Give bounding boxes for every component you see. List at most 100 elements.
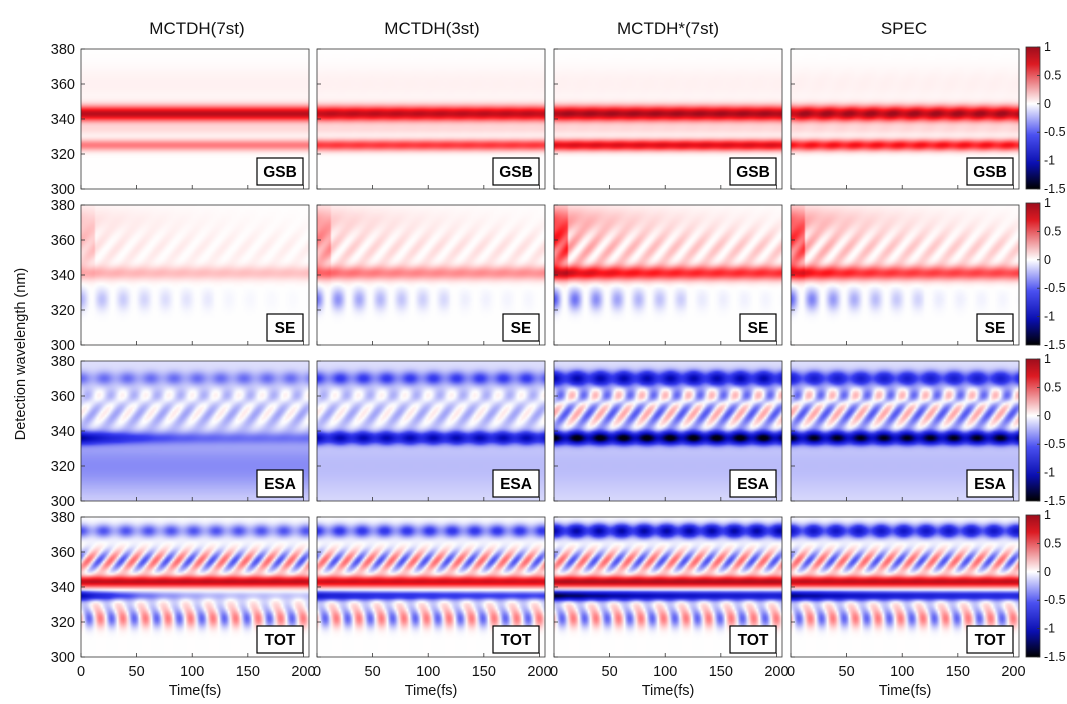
y-tick-label: 380 xyxy=(51,354,75,370)
y-axis-label: Detection wavelength (nm) xyxy=(13,268,29,440)
colorbar-tick-label: -1 xyxy=(1044,466,1055,480)
x-axis-label: Time(fs) xyxy=(169,683,222,699)
x-tick-label: 200 xyxy=(527,664,551,680)
heatmap-panel: GSB xyxy=(553,48,783,190)
panel-label-box xyxy=(966,469,1014,498)
x-tick-label: 100 xyxy=(180,664,204,680)
panel-label: ESA xyxy=(737,476,769,493)
panel-label-box xyxy=(729,157,777,186)
colorbar-tick-label: 0.5 xyxy=(1044,380,1061,394)
colorbar: 1 0.5 0 -0.5 -1 -1.5 xyxy=(1025,352,1066,508)
y-tick-label: 300 xyxy=(51,650,75,666)
colorbar-tick-label: 0.5 xyxy=(1044,224,1061,238)
panel-label-box xyxy=(729,625,777,654)
y-tick-label: 360 xyxy=(51,77,75,93)
panel-label-box xyxy=(256,625,304,654)
panel-label-box xyxy=(966,157,1014,186)
column-title-4: SPEC xyxy=(881,19,927,38)
x-tick-label: 100 xyxy=(890,664,914,680)
heatmap-panel: GSB xyxy=(316,48,546,190)
y-tick-label: 320 xyxy=(51,147,75,163)
y-tick-label: 320 xyxy=(51,615,75,631)
heatmap-panel: TOT xyxy=(553,516,783,658)
panel-label-box xyxy=(256,157,304,186)
heatmap-panel: SE xyxy=(553,204,783,346)
x-tick-label: 200 xyxy=(1001,664,1025,680)
colorbar-tick-label: -1 xyxy=(1044,154,1055,168)
colorbar-tick-label: -1.5 xyxy=(1044,182,1066,196)
colorbar-tick-label: -1 xyxy=(1044,622,1055,636)
panel-label: ESA xyxy=(500,476,532,493)
colorbar-tick-label: -1.5 xyxy=(1044,650,1066,664)
x-tick-label: 150 xyxy=(236,664,260,680)
heatmap-panel: SE xyxy=(790,204,1020,346)
y-tick-label: 340 xyxy=(51,424,75,440)
heatmap-panel: TOT xyxy=(790,516,1020,658)
colorbar-scale xyxy=(1025,46,1041,190)
colorbar: 1 0.5 0 -0.5 -1 -1.5 xyxy=(1025,196,1066,352)
panel-label: ESA xyxy=(974,476,1006,493)
colorbar: 1 0.5 0 -0.5 -1 -1.5 xyxy=(1025,40,1066,196)
y-tick-label: 320 xyxy=(51,303,75,319)
x-tick-label: 100 xyxy=(653,664,677,680)
panel-label-box xyxy=(266,313,304,342)
colorbars: 10.50-0.5-1-1.510.50-0.5-1-1.510.50-0.5-… xyxy=(1025,40,1066,664)
colorbar-tick-label: -1.5 xyxy=(1044,494,1066,508)
x-axis: 0 50 100 150 200 Time(fs) 0 50 100 150 200 Time(fs)… xyxy=(77,664,1026,699)
heatmap-panel: ESA xyxy=(790,360,1020,502)
colorbar-tick-label: -0.5 xyxy=(1044,125,1066,139)
y-tick-label: 320 xyxy=(51,459,75,475)
panel-label-box xyxy=(492,469,540,498)
y-tick-label: 380 xyxy=(51,198,75,214)
panel-label-box xyxy=(492,157,540,186)
y-tick-label: 340 xyxy=(51,580,75,596)
colorbar-tick-label: 0 xyxy=(1044,97,1051,111)
x-tick-label: 200 xyxy=(764,664,788,680)
y-tick-label: 360 xyxy=(51,233,75,249)
panel-label: SE xyxy=(275,320,296,337)
panel-label: GSB xyxy=(499,164,533,181)
heatmap-panel: ESA xyxy=(553,360,783,502)
y-tick-label: 380 xyxy=(51,510,75,526)
panel-label: TOT xyxy=(265,632,296,649)
panel-label-box xyxy=(502,313,540,342)
colorbar-tick-label: 0 xyxy=(1044,409,1051,423)
panel-label: TOT xyxy=(738,632,769,649)
x-tick-label: 150 xyxy=(709,664,733,680)
y-tick-label: 300 xyxy=(51,182,75,198)
colorbar-tick-label: 1 xyxy=(1044,508,1051,522)
heatmap-panel: TOT xyxy=(80,516,310,658)
colorbar-tick-label: -0.5 xyxy=(1044,281,1066,295)
x-tick-label: 50 xyxy=(602,664,618,680)
heatmap-panel: ESA xyxy=(80,360,310,502)
colorbar-tick-label: -1 xyxy=(1044,310,1055,324)
colorbar-scale xyxy=(1025,358,1041,502)
panel-label-box xyxy=(966,625,1014,654)
colorbar-scale xyxy=(1025,514,1041,658)
colorbar-tick-label: 0 xyxy=(1044,253,1051,267)
x-tick-label: 150 xyxy=(472,664,496,680)
x-tick-label: 0 xyxy=(313,664,321,680)
column-title-3: MCTDH*(7st) xyxy=(617,19,719,38)
x-tick-label: 50 xyxy=(839,664,855,680)
panel-label: SE xyxy=(748,320,769,337)
y-tick-label: 340 xyxy=(51,268,75,284)
heatmap-panel: SE xyxy=(316,204,546,346)
colorbar-tick-label: -1.5 xyxy=(1044,338,1066,352)
colorbar-tick-label: 0.5 xyxy=(1044,536,1061,550)
colorbar: 1 0.5 0 -0.5 -1 -1.5 xyxy=(1025,508,1066,664)
x-tick-label: 0 xyxy=(77,664,85,680)
column-title-1: MCTDH(7st) xyxy=(149,19,244,38)
panel-label: GSB xyxy=(736,164,770,181)
x-axis-label: Time(fs) xyxy=(642,683,695,699)
heatmap-panel: SE xyxy=(80,204,310,346)
x-tick-label: 0 xyxy=(787,664,795,680)
panels: GSB GSB GSB GSB SE SE SE SE ESA ESA ESA ESA TOT TOT TO… xyxy=(80,48,1020,658)
x-tick-label: 50 xyxy=(129,664,145,680)
x-tick-label: 100 xyxy=(416,664,440,680)
panel-label-box xyxy=(976,313,1014,342)
y-tick-labels: 3003203403603803003203403603803003203403… xyxy=(51,42,75,666)
heatmap-panel: ESA xyxy=(316,360,546,502)
colorbar-tick-label: 0 xyxy=(1044,565,1051,579)
